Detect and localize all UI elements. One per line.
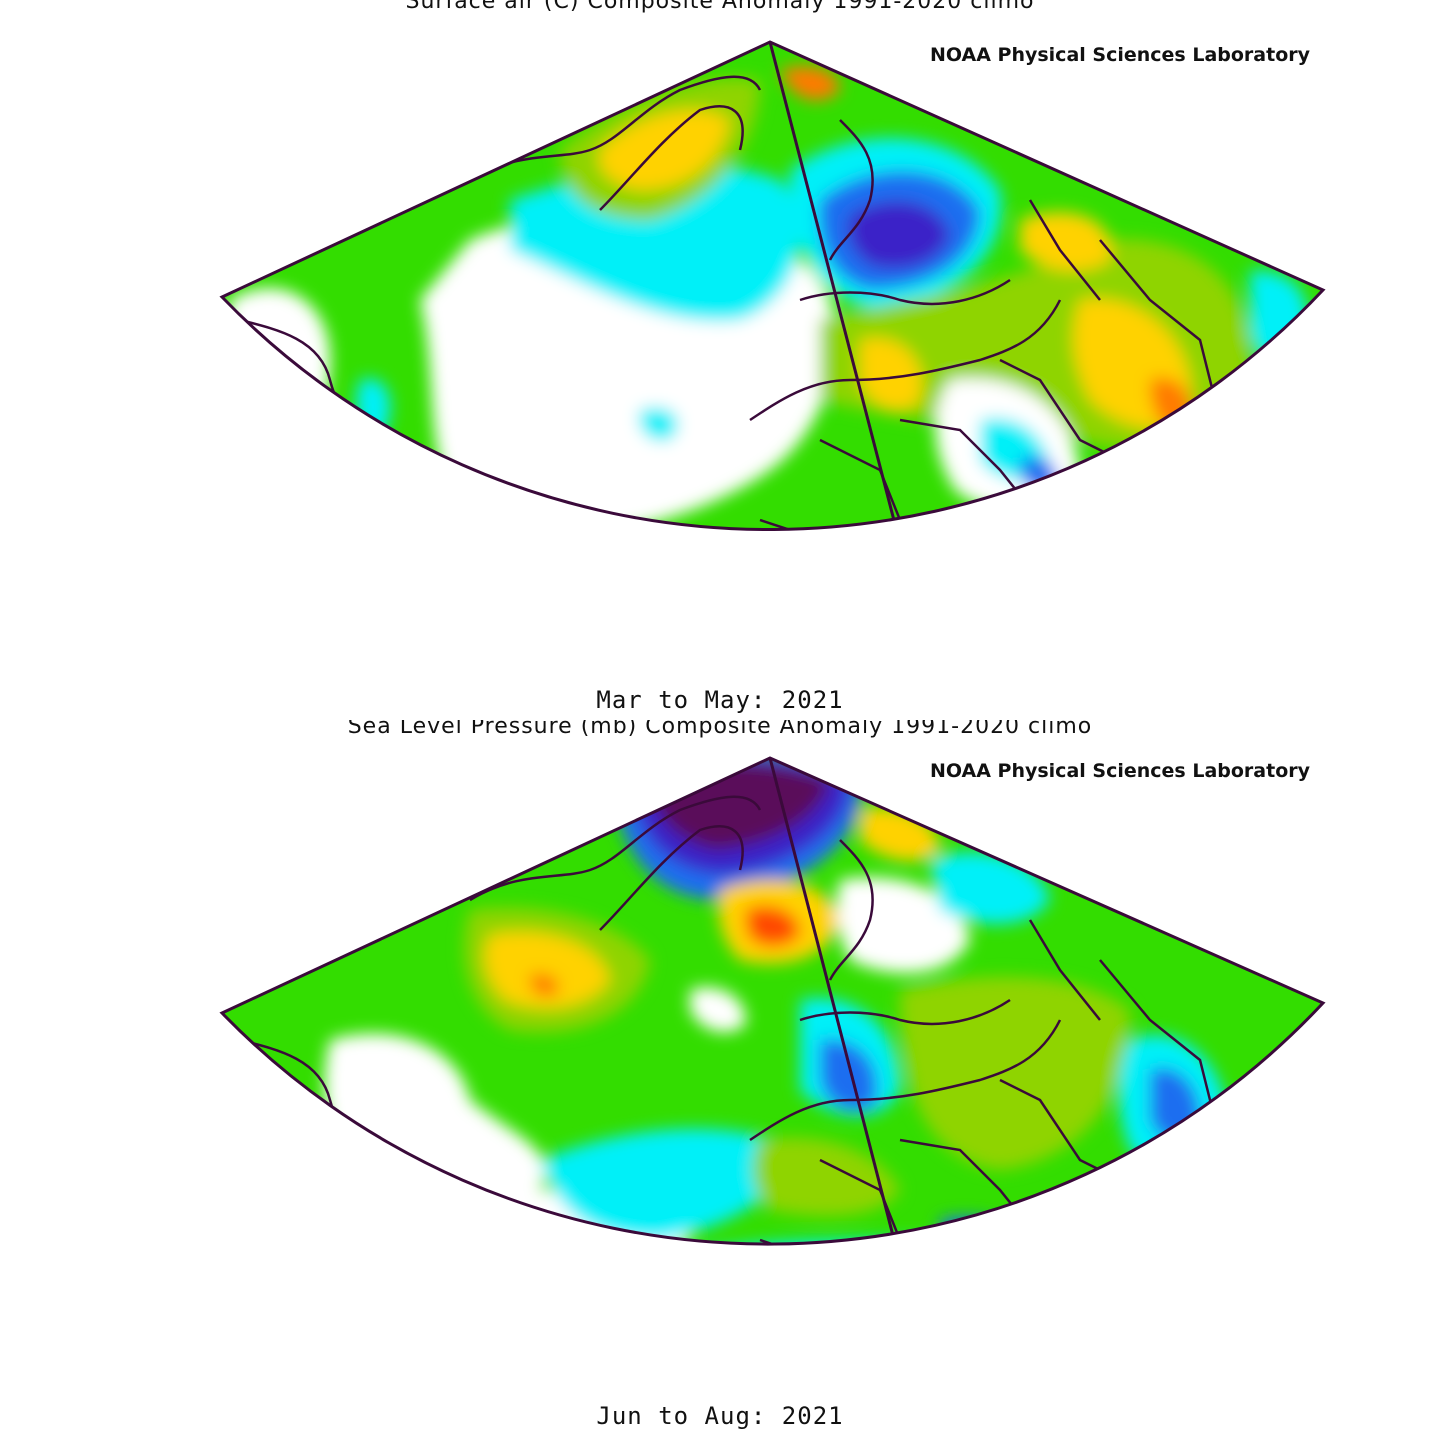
anomaly-map	[219, 40, 1326, 532]
map-panel-sea-level-pressure: Sea Level Pressure (mb) Composite Anomal…	[0, 720, 1440, 1440]
period-caption: Jun to Aug: 2021	[596, 1402, 844, 1430]
anomaly-field	[222, 42, 1323, 530]
map-frame	[219, 756, 1326, 1246]
meridian-line	[768, 42, 927, 530]
meridian-line	[768, 758, 927, 1245]
source-label: NOAA Physical Sciences Laboratory	[929, 44, 1310, 66]
panel-title-clip: Sea Level Pressure (mb) Composite Anomal…	[0, 720, 1440, 742]
map-frame	[219, 40, 1326, 532]
anomaly-field	[222, 758, 1323, 1245]
map-panel-surface-air: Surface air (C) Composite Anomaly 1991-2…	[0, 0, 1440, 714]
source-label: NOAA Physical Sciences Laboratory	[929, 760, 1310, 782]
panel-title-clip: Surface air (C) Composite Anomaly 1991-2…	[0, 0, 1440, 22]
period-caption: Mar to May: 2021	[596, 686, 844, 714]
panel-title: Surface air (C) Composite Anomaly 1991-2…	[405, 0, 1035, 14]
panel-title: Sea Level Pressure (mb) Composite Anomal…	[347, 720, 1093, 739]
anomaly-map	[219, 756, 1326, 1246]
